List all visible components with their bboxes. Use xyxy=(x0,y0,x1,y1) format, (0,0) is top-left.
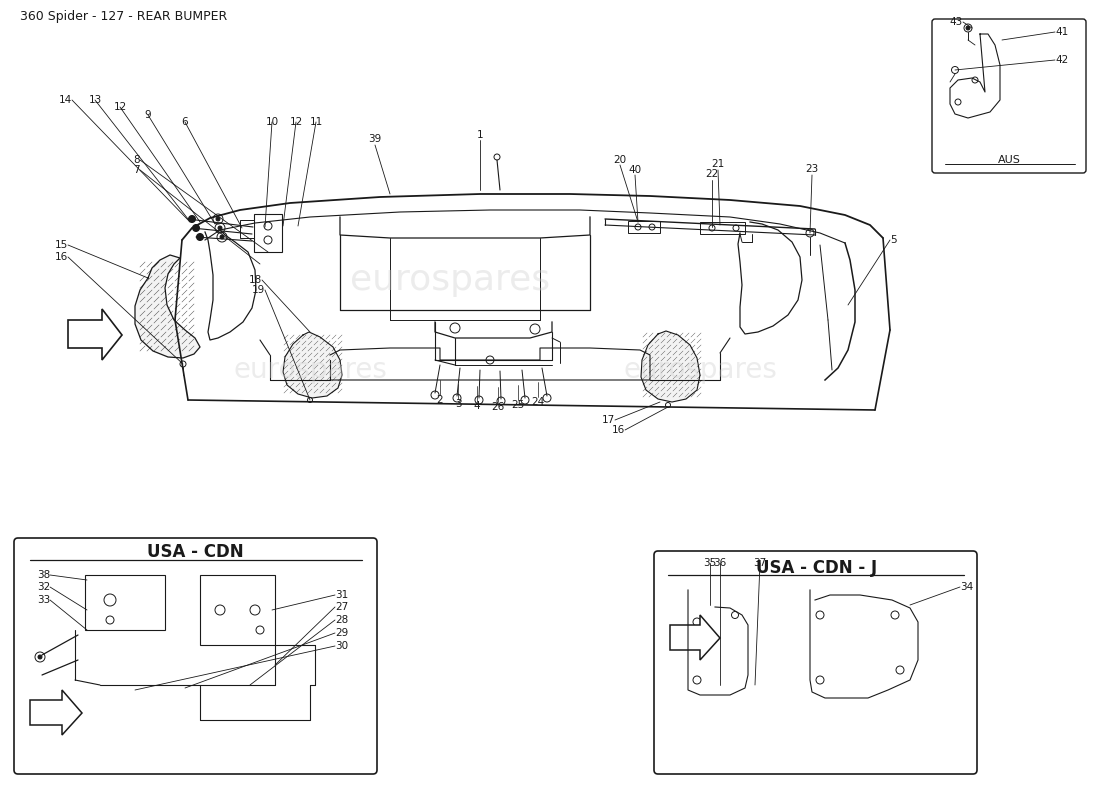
Bar xyxy=(240,220,254,238)
Polygon shape xyxy=(30,690,82,735)
Text: eurospares: eurospares xyxy=(623,356,777,384)
Text: 19: 19 xyxy=(252,285,265,295)
Circle shape xyxy=(218,226,222,230)
Text: 42: 42 xyxy=(1055,55,1068,65)
Text: 23: 23 xyxy=(805,164,818,174)
Text: 33: 33 xyxy=(36,595,50,605)
Text: AUS: AUS xyxy=(998,155,1021,165)
Circle shape xyxy=(39,655,42,659)
Text: 22: 22 xyxy=(705,169,718,179)
Bar xyxy=(628,221,660,233)
Text: 10: 10 xyxy=(265,117,278,127)
Bar xyxy=(200,575,275,645)
Text: 34: 34 xyxy=(960,582,974,592)
Text: 15: 15 xyxy=(55,240,68,250)
Text: 360 Spider - 127 - REAR BUMPER: 360 Spider - 127 - REAR BUMPER xyxy=(20,10,228,23)
Bar xyxy=(254,214,282,252)
Text: 27: 27 xyxy=(336,602,349,612)
Text: 21: 21 xyxy=(712,159,725,169)
Polygon shape xyxy=(283,332,342,398)
Text: 2: 2 xyxy=(437,395,443,405)
FancyBboxPatch shape xyxy=(14,538,377,774)
Text: 41: 41 xyxy=(1055,27,1068,37)
Bar xyxy=(85,575,165,630)
Text: 20: 20 xyxy=(614,155,627,165)
Text: 14: 14 xyxy=(58,95,72,105)
Polygon shape xyxy=(68,309,122,360)
Text: 7: 7 xyxy=(133,165,140,175)
Text: eurospares: eurospares xyxy=(350,263,550,297)
Text: USA - CDN: USA - CDN xyxy=(146,543,243,561)
Text: eurospares: eurospares xyxy=(233,356,387,384)
Text: 5: 5 xyxy=(890,235,896,245)
Text: 43: 43 xyxy=(949,17,962,27)
Text: 16: 16 xyxy=(55,252,68,262)
Text: 38: 38 xyxy=(36,570,50,580)
Text: 9: 9 xyxy=(145,110,152,120)
Text: 13: 13 xyxy=(88,95,101,105)
Text: 24: 24 xyxy=(531,397,544,407)
Text: 18: 18 xyxy=(249,275,262,285)
Text: 40: 40 xyxy=(628,165,641,175)
Text: 37: 37 xyxy=(754,558,767,568)
Text: 25: 25 xyxy=(512,400,525,410)
Text: 17: 17 xyxy=(602,415,615,425)
Text: 26: 26 xyxy=(492,402,505,412)
Bar xyxy=(700,222,745,234)
Text: 3: 3 xyxy=(454,399,461,409)
Polygon shape xyxy=(135,255,200,358)
Text: 31: 31 xyxy=(336,590,349,600)
Circle shape xyxy=(220,235,224,239)
Polygon shape xyxy=(641,331,700,402)
Circle shape xyxy=(216,217,220,221)
FancyBboxPatch shape xyxy=(654,551,977,774)
Text: USA - CDN - J: USA - CDN - J xyxy=(757,559,878,577)
Text: 39: 39 xyxy=(368,134,382,144)
Text: 28: 28 xyxy=(336,615,349,625)
Circle shape xyxy=(188,215,196,222)
Circle shape xyxy=(966,26,970,30)
Text: 30: 30 xyxy=(336,641,348,651)
FancyBboxPatch shape xyxy=(932,19,1086,173)
Circle shape xyxy=(192,225,199,231)
Text: 35: 35 xyxy=(703,558,716,568)
Text: 12: 12 xyxy=(289,117,302,127)
Text: 32: 32 xyxy=(36,582,50,592)
Polygon shape xyxy=(670,615,720,660)
Text: 4: 4 xyxy=(474,401,481,411)
Text: 6: 6 xyxy=(182,117,188,127)
Text: 16: 16 xyxy=(612,425,625,435)
Text: 11: 11 xyxy=(309,117,322,127)
Text: 1: 1 xyxy=(476,130,483,140)
Text: 8: 8 xyxy=(133,155,140,165)
Circle shape xyxy=(197,234,204,241)
Text: 12: 12 xyxy=(113,102,127,112)
Text: 29: 29 xyxy=(336,628,349,638)
Text: 36: 36 xyxy=(714,558,727,568)
